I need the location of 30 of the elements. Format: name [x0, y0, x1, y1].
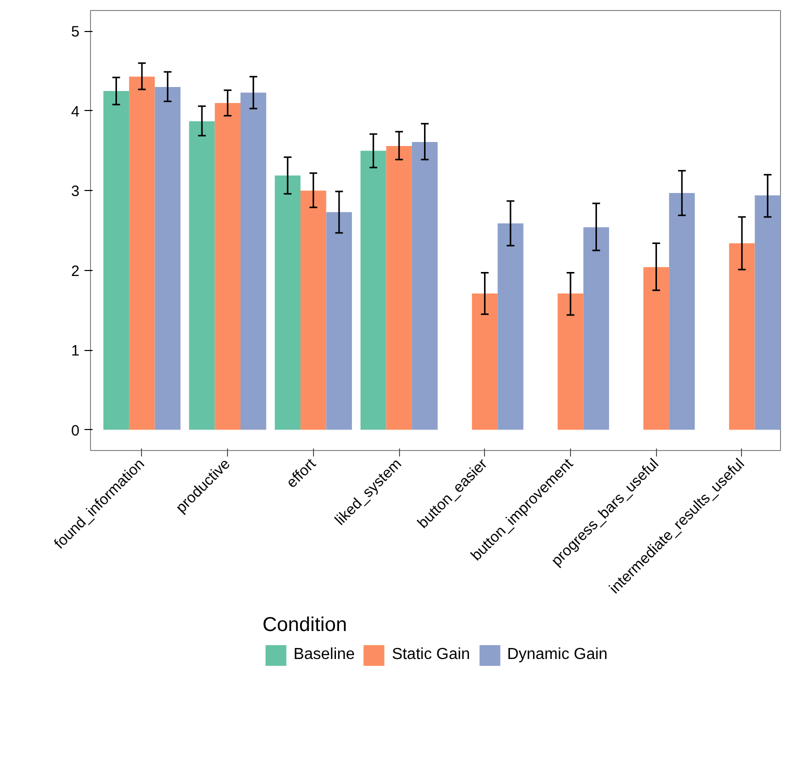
- y-tick-label: 4: [71, 103, 80, 120]
- bar: [103, 91, 130, 430]
- bar: [326, 212, 352, 430]
- y-tick-label: 3: [71, 183, 80, 200]
- bar: [154, 87, 180, 430]
- bar: [360, 150, 386, 430]
- bar: [274, 176, 300, 430]
- legend-label: Static Gain: [392, 646, 470, 664]
- legend-title: Condition: [262, 614, 348, 637]
- bar: [386, 146, 412, 430]
- bar: [754, 195, 780, 430]
- y-tick-label: 1: [71, 342, 80, 360]
- bar: [729, 243, 755, 430]
- bar: [189, 121, 215, 430]
- y-tick-label: 5: [71, 24, 80, 41]
- bar: [214, 102, 240, 430]
- y-tick-label: 0: [71, 422, 80, 440]
- bar: [498, 223, 524, 430]
- bar: [240, 92, 266, 430]
- bar: [412, 142, 438, 430]
- bar: [583, 227, 610, 430]
- bar: [558, 293, 584, 430]
- bar: [643, 267, 670, 430]
- bar: [300, 190, 326, 430]
- bar: [472, 293, 498, 430]
- y-tick-label: 2: [71, 262, 80, 280]
- legend-label: Dynamic Gain: [507, 646, 608, 664]
- bar: [669, 193, 695, 430]
- legend-label: Baseline: [293, 646, 355, 664]
- bar: [129, 76, 155, 430]
